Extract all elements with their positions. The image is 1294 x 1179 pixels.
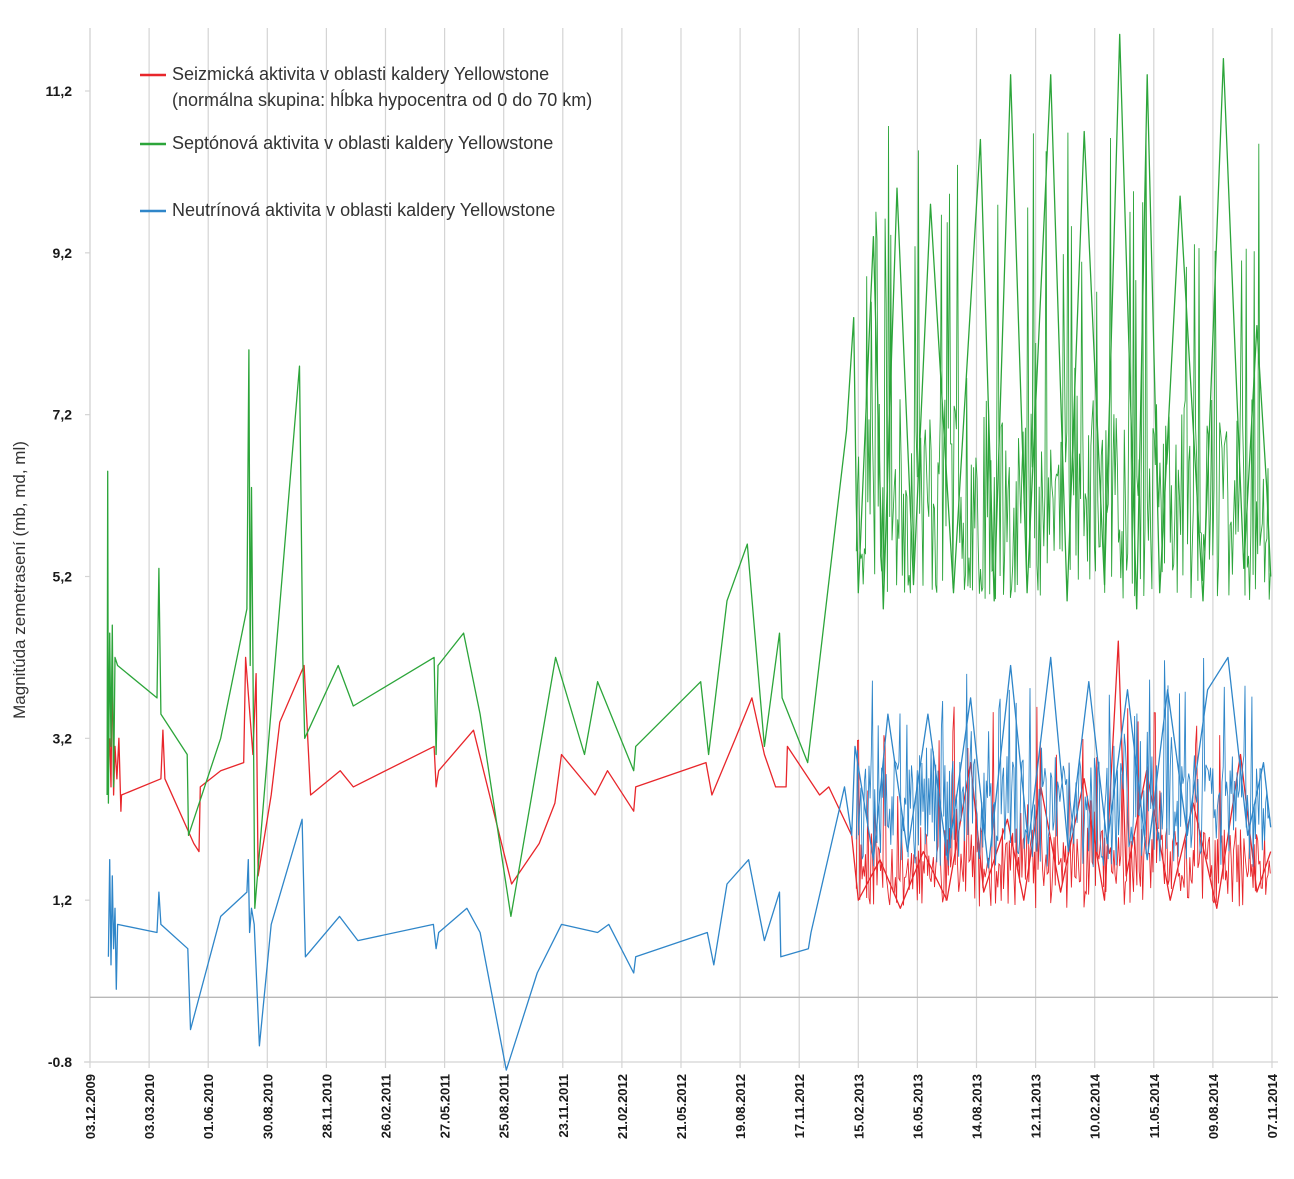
x-tick-label: 11.05.2014: [1147, 1073, 1162, 1138]
x-tick-label: 23.11.2011: [556, 1074, 571, 1138]
y-tick-label: -0.8: [48, 1054, 72, 1070]
series-layer: [106, 33, 1272, 1071]
series-dense-trace: [855, 657, 1271, 868]
x-tick-label: 19.08.2012: [733, 1074, 748, 1139]
y-tick-label: 7,2: [53, 407, 73, 423]
x-tick-label: 10.02.2014: [1088, 1073, 1103, 1139]
x-tick-label: 16.05.2013: [910, 1074, 925, 1139]
y-tick-label: 3,2: [53, 730, 73, 746]
x-axis: 03.12.2009 03.03.2010 01.06.2010 30.08.2010…: [83, 1073, 1280, 1139]
grid: [84, 28, 1278, 1068]
x-tick-label: 30.08.2010: [260, 1074, 275, 1139]
y-tick-label: 9,2: [53, 245, 73, 261]
series-1: [109, 640, 1272, 909]
x-tick-label: 27.05.2011: [438, 1074, 453, 1138]
x-tick-label: 26.02.2011: [379, 1074, 394, 1138]
y-tick-label: 11,2: [46, 83, 73, 99]
legend-note: (normálna skupina: hĺbka hypocentra od 0…: [172, 89, 592, 110]
x-tick-label: 01.06.2010: [201, 1074, 216, 1139]
y-axis: -0.8 1,2 3,2 5,2 7,2 9,2 11,2: [46, 83, 90, 1070]
x-tick-label: 17.11.2012: [792, 1074, 807, 1138]
x-tick-label: 12.11.2013: [1029, 1074, 1044, 1138]
x-tick-label: 03.12.2009: [83, 1074, 98, 1139]
x-tick-label: 28.11.2010: [319, 1074, 334, 1138]
series-2: [106, 33, 1272, 918]
x-tick-label: 15.02.2013: [851, 1074, 866, 1139]
y-tick-label: 1,2: [53, 892, 73, 908]
series-line: [106, 33, 1272, 918]
x-tick-label: 21.02.2012: [615, 1074, 630, 1139]
y-axis-label: Magnitúda zemetrasení (mb, md, ml): [10, 441, 29, 719]
x-tick-label: 14.08.2013: [970, 1074, 985, 1139]
legend-label: Septónová aktivita v oblasti kaldery Yel…: [172, 133, 553, 153]
legend-label: Neutrínová aktivita v oblasti kaldery Ye…: [172, 200, 555, 220]
x-tick-label: 25.08.2011: [497, 1074, 512, 1138]
series-3: [107, 656, 1272, 1071]
legend: Seizmická aktivita v oblasti kaldery Yel…: [140, 64, 592, 220]
x-tick-label: 07.11.2014: [1265, 1073, 1280, 1138]
x-tick-label: 21.05.2012: [674, 1074, 689, 1139]
series-line: [107, 656, 1272, 1071]
x-tick-label: 03.03.2010: [142, 1074, 157, 1139]
legend-label: Seizmická aktivita v oblasti kaldery Yel…: [172, 64, 549, 84]
y-tick-label: 5,2: [53, 569, 73, 585]
series-dense-trace: [855, 125, 1271, 601]
x-tick-label: 09.08.2014: [1206, 1073, 1221, 1139]
